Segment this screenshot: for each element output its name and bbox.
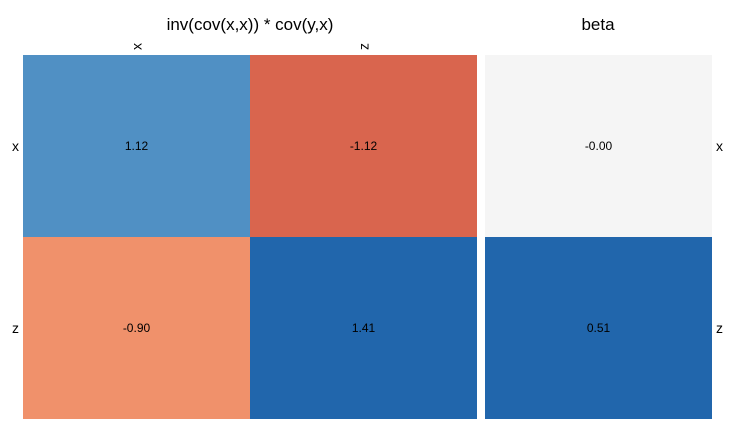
heatmap-cell [250, 237, 477, 419]
y-tick-label: z [12, 320, 19, 336]
heatmap-cell [485, 237, 712, 419]
panel-title: inv(cov(x,x)) * cov(y,x) [167, 15, 334, 34]
cell-value-label: 1.41 [352, 321, 376, 335]
heatmap-panel-beta: beta -0.00 0.51 x z [485, 15, 723, 419]
heatmap-cell [250, 55, 477, 237]
cell-value-label: -0.00 [585, 139, 613, 153]
heatmap-panel-inverse-covariance: inv(cov(x,x)) * cov(y,x) 1.12 -1.12 -0.90 1… [12, 15, 477, 419]
panel-title: beta [581, 15, 615, 34]
y-tick-label: x [12, 138, 19, 154]
heatmap-cell [23, 237, 250, 419]
x-tick-label: x [129, 43, 145, 50]
cell-value-label: -1.12 [350, 139, 378, 153]
y-tick-label: x [716, 138, 723, 154]
heatmap-cell [485, 55, 712, 237]
y-tick-label: z [716, 320, 723, 336]
cell-value-label: 0.51 [587, 321, 611, 335]
heatmap-cell [23, 55, 250, 237]
x-tick-label: z [356, 43, 372, 50]
cell-value-label: -0.90 [123, 321, 151, 335]
cell-value-label: 1.12 [125, 139, 149, 153]
